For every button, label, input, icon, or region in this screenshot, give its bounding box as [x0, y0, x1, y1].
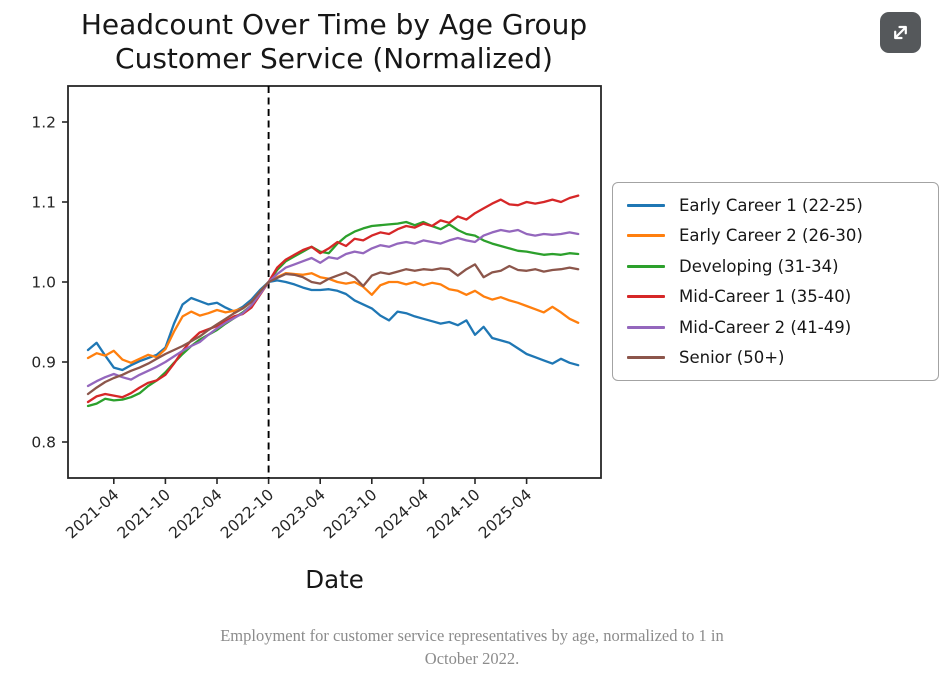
legend-label: Developing (31-34) [679, 256, 839, 276]
caption: Employment for customer service represen… [0, 624, 944, 670]
y-tick-label: 1.2 [31, 114, 56, 132]
legend-line-swatch [627, 356, 665, 360]
y-tick-label: 0.9 [31, 354, 56, 372]
series-line-2 [86, 272, 580, 364]
legend-item: Senior (50+) [613, 343, 938, 374]
chart-title-line1: Headcount Over Time by Age Group [80, 8, 588, 41]
x-axis-label: Date [305, 565, 364, 594]
x-tick-label: 2024-10 [424, 486, 484, 543]
x-tick-label: 2023-10 [320, 486, 380, 543]
caption-line1: Employment for customer service represen… [220, 626, 724, 645]
legend-label: Early Career 1 (22-25) [679, 195, 863, 215]
series-line-6 [86, 263, 580, 396]
x-tick-label: 2022-04 [166, 486, 226, 543]
legend-line-swatch [627, 295, 665, 299]
chart-title-line2: Customer Service (Normalized) [115, 42, 553, 75]
y-tick-label: 0.8 [31, 434, 56, 452]
legend-item: Early Career 2 (26-30) [613, 221, 938, 252]
x-tick-label: 2025-04 [475, 486, 535, 543]
legend: Early Career 1 (22-25) Early Career 2 (26… [612, 182, 939, 381]
chart-title: Headcount Over Time by Age Group Custome… [28, 8, 640, 76]
legend-line-swatch [627, 234, 665, 238]
expand-diagonal-arrows-icon [894, 25, 907, 40]
line-chart: 0.8 0.9 1.0 1.1 1.2 2021-042021-102022-042022… [31, 85, 602, 594]
legend-item: Mid-Career 2 (41-49) [613, 312, 938, 343]
legend-item: Developing (31-34) [613, 251, 938, 282]
legend-item: Mid-Career 1 (35-40) [613, 282, 938, 313]
legend-item: Early Career 1 (22-25) [613, 190, 938, 221]
expand-button[interactable] [880, 12, 921, 53]
caption-line2: October 2022. [424, 649, 520, 668]
x-tick-label: 2022-10 [217, 486, 277, 543]
y-tick-label: 1.0 [31, 274, 56, 292]
legend-label: Mid-Career 2 (41-49) [679, 317, 852, 337]
x-tick-label: 2024-04 [372, 486, 432, 543]
legend-line-swatch [627, 325, 665, 329]
y-tick-label: 1.1 [31, 194, 56, 212]
legend-label: Early Career 2 (26-30) [679, 226, 863, 246]
legend-label: Senior (50+) [679, 348, 785, 368]
series-line-5 [86, 228, 580, 388]
x-tick-label: 2021-10 [114, 486, 174, 543]
legend-label: Mid-Career 1 (35-40) [679, 287, 852, 307]
series-line-1 [86, 279, 580, 372]
series-line-4 [86, 194, 580, 404]
legend-line-swatch [627, 264, 665, 268]
legend-line-swatch [627, 203, 665, 207]
x-tick-label: 2021-04 [62, 486, 122, 543]
x-tick-label: 2023-04 [269, 486, 329, 543]
